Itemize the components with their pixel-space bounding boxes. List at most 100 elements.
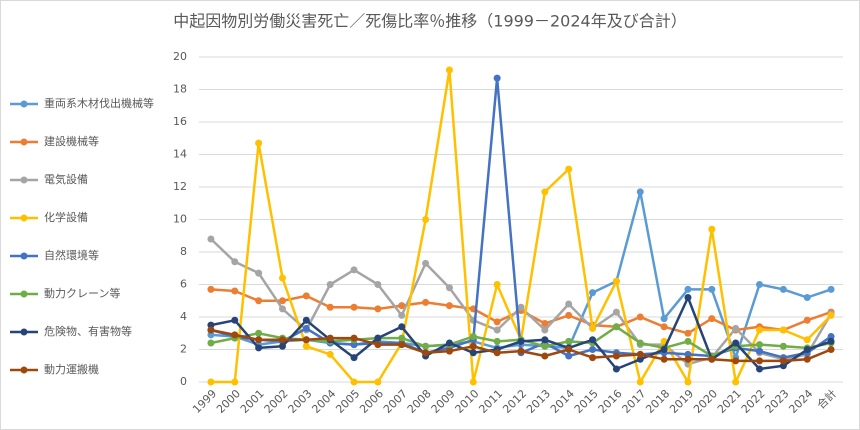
legend-label: 重両系木材伐出機械等 bbox=[44, 96, 154, 110]
point bbox=[541, 352, 549, 360]
point bbox=[255, 344, 263, 352]
point bbox=[636, 355, 644, 363]
point bbox=[612, 308, 620, 316]
point bbox=[589, 289, 597, 297]
point bbox=[374, 378, 382, 386]
point bbox=[708, 355, 716, 363]
point bbox=[636, 350, 644, 358]
point bbox=[756, 281, 764, 288]
legend-marker bbox=[20, 138, 28, 146]
legend-label: 動力クレーン等 bbox=[44, 286, 120, 300]
legend-label: 化学設備 bbox=[44, 210, 88, 224]
point bbox=[541, 326, 549, 334]
point bbox=[612, 352, 620, 360]
y-tick-label: 12 bbox=[173, 180, 187, 193]
point bbox=[231, 287, 239, 295]
legend-label: 危険物、有害物等 bbox=[44, 324, 132, 338]
point bbox=[493, 74, 501, 82]
point bbox=[732, 378, 740, 386]
point bbox=[231, 316, 239, 324]
legend-label: 自然環境等 bbox=[44, 248, 99, 262]
point bbox=[660, 315, 668, 323]
point bbox=[541, 188, 549, 196]
point bbox=[708, 225, 716, 233]
point bbox=[684, 350, 692, 358]
point bbox=[207, 321, 215, 329]
point bbox=[326, 281, 334, 288]
point bbox=[493, 349, 501, 357]
point bbox=[636, 188, 644, 196]
point bbox=[207, 326, 215, 334]
point bbox=[207, 285, 215, 293]
point bbox=[684, 294, 692, 301]
point bbox=[350, 266, 358, 274]
point bbox=[374, 341, 382, 349]
point bbox=[469, 349, 477, 357]
point bbox=[779, 326, 787, 334]
point bbox=[469, 378, 477, 386]
point bbox=[660, 355, 668, 363]
point bbox=[517, 347, 525, 355]
y-tick-label: 18 bbox=[173, 83, 187, 96]
y-tick-label: 8 bbox=[180, 245, 187, 258]
point bbox=[326, 334, 334, 342]
point bbox=[541, 320, 549, 327]
point bbox=[302, 292, 310, 300]
point bbox=[278, 342, 286, 350]
point bbox=[278, 274, 286, 282]
point bbox=[398, 341, 406, 349]
point bbox=[803, 336, 811, 344]
point bbox=[565, 346, 573, 353]
y-tick-label: 20 bbox=[173, 50, 187, 63]
point bbox=[612, 365, 620, 373]
point bbox=[445, 284, 453, 292]
point bbox=[636, 339, 644, 347]
point bbox=[398, 334, 406, 342]
point bbox=[684, 355, 692, 363]
point bbox=[445, 339, 453, 347]
point bbox=[350, 334, 358, 342]
point bbox=[565, 311, 573, 319]
point bbox=[422, 259, 430, 267]
point bbox=[493, 326, 501, 334]
point bbox=[732, 357, 740, 365]
point bbox=[398, 311, 406, 319]
point bbox=[756, 365, 764, 373]
point bbox=[756, 341, 764, 349]
point bbox=[589, 336, 597, 344]
point bbox=[827, 346, 835, 353]
point bbox=[445, 347, 453, 355]
y-tick-label: 6 bbox=[180, 278, 187, 291]
point bbox=[374, 334, 382, 342]
point bbox=[636, 313, 644, 321]
point bbox=[278, 336, 286, 344]
point bbox=[803, 346, 811, 353]
point bbox=[398, 323, 406, 331]
point bbox=[493, 281, 501, 288]
point bbox=[255, 269, 263, 277]
point bbox=[589, 354, 597, 362]
point bbox=[565, 165, 573, 173]
legend-marker bbox=[20, 328, 28, 336]
legend-marker bbox=[20, 252, 28, 260]
point bbox=[517, 303, 525, 311]
point bbox=[422, 342, 430, 350]
point bbox=[684, 378, 692, 386]
point bbox=[302, 316, 310, 324]
point bbox=[827, 311, 835, 319]
point bbox=[398, 302, 406, 310]
point bbox=[207, 339, 215, 347]
point bbox=[612, 277, 620, 285]
point bbox=[589, 324, 597, 332]
legend-marker bbox=[20, 100, 28, 108]
point bbox=[255, 139, 263, 147]
legend-marker bbox=[20, 214, 28, 222]
legend-label: 建設機械等 bbox=[44, 134, 99, 148]
point bbox=[350, 303, 358, 311]
point bbox=[422, 298, 430, 306]
legend-marker bbox=[20, 290, 28, 298]
legend-marker bbox=[20, 176, 28, 184]
point bbox=[374, 281, 382, 288]
